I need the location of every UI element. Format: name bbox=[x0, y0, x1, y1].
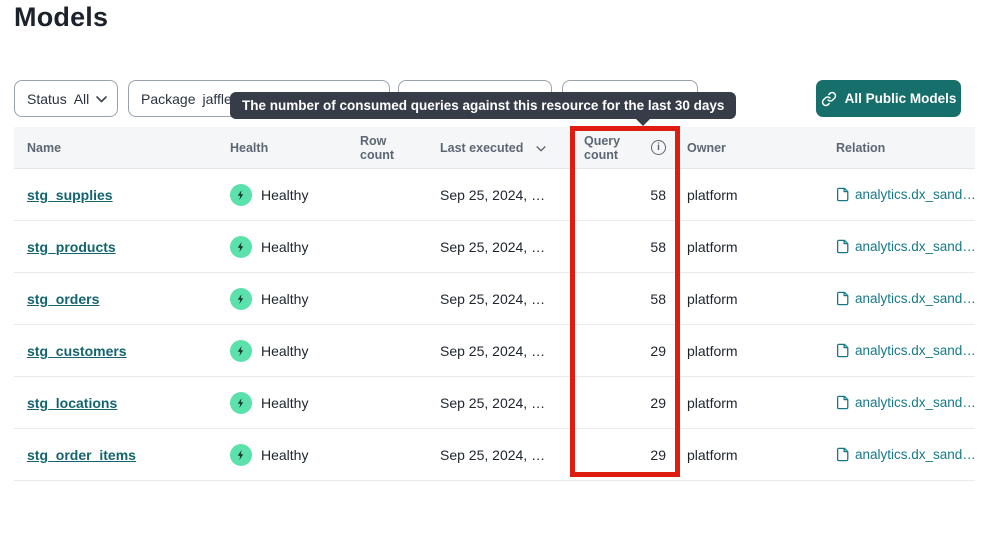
document-icon bbox=[836, 343, 849, 358]
last-executed-value: Sep 25, 2024, … bbox=[440, 342, 546, 359]
column-header-owner: Owner bbox=[687, 140, 726, 155]
table-row: stg_supplies Healthy Sep 25, 2024, … 58 … bbox=[14, 169, 975, 221]
health-bolt-icon bbox=[230, 287, 252, 310]
info-icon[interactable]: i bbox=[651, 140, 666, 155]
relation-link[interactable]: analytics.dx_sand… bbox=[836, 291, 975, 306]
query-count-tooltip: The number of consumed queries against t… bbox=[230, 92, 737, 126]
column-header-relation: Relation bbox=[836, 140, 886, 155]
query-count-value: 29 bbox=[650, 394, 666, 411]
health-bolt-icon bbox=[230, 443, 252, 466]
model-name-link[interactable]: stg_customers bbox=[27, 342, 127, 359]
document-icon bbox=[836, 447, 849, 462]
last-executed-value: Sep 25, 2024, … bbox=[440, 446, 546, 463]
table-row: stg_orders Healthy Sep 25, 2024, … 58 pl… bbox=[14, 273, 975, 325]
owner-value: platform bbox=[687, 290, 738, 307]
table-row: stg_order_items Healthy Sep 25, 2024, … … bbox=[14, 429, 975, 481]
table-body: stg_supplies Healthy Sep 25, 2024, … 58 … bbox=[14, 169, 975, 481]
tooltip-text: The number of consumed queries against t… bbox=[242, 98, 725, 113]
health-status: Healthy bbox=[261, 446, 309, 463]
status-filter-value: All bbox=[73, 90, 90, 107]
link-icon bbox=[821, 91, 837, 107]
document-icon bbox=[836, 239, 849, 254]
package-filter-label: Package bbox=[141, 90, 196, 107]
relation-text: analytics.dx_sand… bbox=[855, 187, 975, 202]
status-filter-label: Status bbox=[27, 90, 67, 107]
relation-text: analytics.dx_sand… bbox=[855, 343, 975, 358]
health-status: Healthy bbox=[261, 238, 309, 255]
relation-link[interactable]: analytics.dx_sand… bbox=[836, 447, 975, 462]
table-row: stg_locations Healthy Sep 25, 2024, … 29… bbox=[14, 377, 975, 429]
document-icon bbox=[836, 395, 849, 410]
column-header-health: Health bbox=[230, 140, 269, 155]
table-row: stg_products Healthy Sep 25, 2024, … 58 … bbox=[14, 221, 975, 273]
column-header-name: Name bbox=[27, 140, 62, 155]
sort-chevron-down-icon bbox=[536, 145, 547, 153]
query-count-value: 29 bbox=[650, 446, 666, 463]
query-count-value: 58 bbox=[650, 186, 666, 203]
table-row: stg_customers Healthy Sep 25, 2024, … 29… bbox=[14, 325, 975, 377]
last-executed-value: Sep 25, 2024, … bbox=[440, 290, 546, 307]
column-header-last-executed[interactable]: Last executed bbox=[420, 141, 570, 155]
model-name-link[interactable]: stg_order_items bbox=[27, 446, 136, 463]
query-count-value: 58 bbox=[650, 290, 666, 307]
relation-link[interactable]: analytics.dx_sand… bbox=[836, 343, 975, 358]
last-executed-value: Sep 25, 2024, … bbox=[440, 394, 546, 411]
model-name-link[interactable]: stg_locations bbox=[27, 394, 118, 411]
models-table: Name Health Row count Last executed Quer… bbox=[14, 127, 975, 481]
document-icon bbox=[836, 187, 849, 202]
health-status: Healthy bbox=[261, 394, 309, 411]
model-name-link[interactable]: stg_orders bbox=[27, 290, 100, 307]
relation-link[interactable]: analytics.dx_sand… bbox=[836, 239, 975, 254]
owner-value: platform bbox=[687, 238, 738, 255]
owner-value: platform bbox=[687, 394, 738, 411]
relation-text: analytics.dx_sand… bbox=[855, 447, 975, 462]
relation-link[interactable]: analytics.dx_sand… bbox=[836, 395, 975, 410]
health-bolt-icon bbox=[230, 235, 252, 258]
query-count-value: 29 bbox=[650, 342, 666, 359]
owner-value: platform bbox=[687, 342, 738, 359]
relation-text: analytics.dx_sand… bbox=[855, 395, 975, 410]
tooltip-caret bbox=[635, 118, 651, 126]
owner-value: platform bbox=[687, 186, 738, 203]
column-header-row-count: Row count bbox=[360, 133, 395, 162]
status-filter-dropdown[interactable]: Status All bbox=[14, 80, 118, 117]
query-count-value: 58 bbox=[650, 238, 666, 255]
last-executed-value: Sep 25, 2024, … bbox=[440, 238, 546, 255]
model-name-link[interactable]: stg_supplies bbox=[27, 186, 113, 203]
health-bolt-icon bbox=[230, 183, 252, 206]
relation-link[interactable]: analytics.dx_sand… bbox=[836, 187, 975, 202]
column-header-query-count: Query count i bbox=[570, 134, 678, 162]
relation-text: analytics.dx_sand… bbox=[855, 239, 975, 254]
health-bolt-icon bbox=[230, 391, 252, 414]
all-public-models-button[interactable]: All Public Models bbox=[816, 80, 961, 117]
page-title: Models bbox=[14, 2, 109, 32]
table-header-row: Name Health Row count Last executed Quer… bbox=[14, 127, 975, 169]
health-status: Healthy bbox=[261, 290, 309, 307]
last-executed-value: Sep 25, 2024, … bbox=[440, 186, 546, 203]
health-bolt-icon bbox=[230, 339, 252, 362]
model-name-link[interactable]: stg_products bbox=[27, 238, 116, 255]
document-icon bbox=[836, 291, 849, 306]
all-public-models-label: All Public Models bbox=[844, 91, 957, 106]
chevron-down-icon bbox=[96, 96, 108, 103]
health-status: Healthy bbox=[261, 186, 309, 203]
health-status: Healthy bbox=[261, 342, 309, 359]
relation-text: analytics.dx_sand… bbox=[855, 291, 975, 306]
owner-value: platform bbox=[687, 446, 738, 463]
